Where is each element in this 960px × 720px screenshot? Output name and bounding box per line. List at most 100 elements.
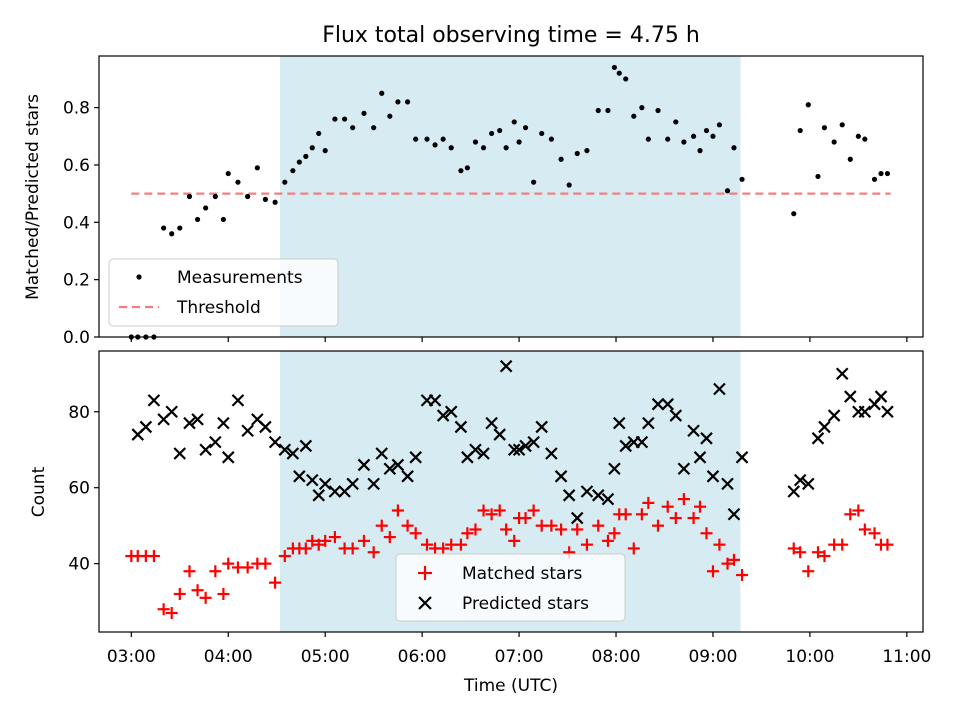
matched-star-point: [545, 519, 558, 532]
measurement-point: [220, 216, 227, 223]
legend-predicted-label: Predicted stars: [462, 594, 589, 614]
predicted-star-point: [493, 428, 506, 441]
predicted-star-point: [874, 390, 888, 403]
predicted-star-point: [286, 447, 300, 460]
measurement-point: [655, 107, 661, 114]
x-tick-label: 11:00: [882, 647, 931, 667]
x-tick-label: 03:00: [107, 647, 156, 667]
matched-star-point: [669, 512, 682, 525]
measurement-point: [645, 136, 651, 142]
measurement-point: [522, 125, 529, 131]
x-tick-label: 09:00: [688, 647, 737, 667]
measurement-point: [805, 102, 811, 108]
measurement-point: [611, 64, 618, 71]
predicted-star-point: [721, 477, 734, 491]
predicted-star-point: [499, 359, 513, 373]
predicted-star-point: [507, 443, 521, 457]
measurement-point: [303, 153, 309, 159]
predicted-star-point: [811, 432, 825, 445]
legend-predicted-marker: [418, 596, 432, 610]
measurement-point: [296, 159, 302, 165]
matched-star-point: [493, 504, 506, 517]
predicted-star-point: [545, 447, 558, 460]
matched-star-point: [222, 557, 235, 570]
matched-star-point: [881, 538, 894, 551]
matched-star-point: [727, 553, 740, 566]
matched-star-point: [477, 504, 490, 517]
matched-star-point: [713, 538, 726, 551]
count-y-axis-label: Count: [29, 466, 49, 517]
predicted-star-point: [642, 416, 655, 430]
measurement-point: [316, 130, 322, 137]
predicted-star-point: [651, 397, 665, 411]
matched-star-point: [409, 527, 422, 540]
matched-star-point: [787, 542, 800, 555]
measurement-point: [595, 107, 601, 114]
measurement-point: [665, 136, 671, 142]
predicted-star-point: [183, 416, 196, 430]
matched-star-point: [836, 538, 849, 551]
predicted-star-point: [591, 489, 605, 502]
legend-threshold-label: Threshold: [176, 298, 261, 318]
matched-star-point: [519, 512, 532, 525]
measurement-point: [681, 139, 687, 145]
predicted-star-point: [580, 485, 594, 498]
predicted-star-point: [278, 443, 292, 457]
matched-star-point: [811, 546, 824, 559]
measurement-point: [797, 127, 803, 134]
predicted-star-point: [608, 462, 621, 475]
predicted-star-point: [485, 416, 498, 430]
measurement-point: [884, 170, 891, 177]
predicted-star-point: [367, 477, 380, 491]
measurement-point: [282, 179, 288, 185]
measurement-point: [878, 170, 884, 177]
measurement-point: [566, 182, 572, 188]
predicted-star-point: [706, 470, 720, 483]
measurement-point: [235, 179, 241, 185]
measurement-point: [815, 173, 821, 180]
measurement-point: [548, 136, 554, 142]
predicted-star-point: [268, 435, 282, 449]
matched-star-point: [608, 527, 621, 540]
measurement-point: [739, 176, 745, 182]
measurement-point: [341, 116, 348, 122]
measurement-point: [710, 133, 716, 139]
matched-star-point: [437, 542, 450, 555]
measurement-point: [186, 193, 193, 200]
measurement-point: [472, 139, 479, 145]
matched-star-point: [706, 565, 719, 578]
predicted-star-point: [165, 405, 178, 419]
x-tick-label: 06:00: [398, 647, 447, 667]
matched-star-point: [312, 538, 325, 551]
predicted-star-point: [835, 367, 849, 381]
matched-star-point: [157, 603, 170, 616]
matched-star-point: [571, 523, 584, 536]
predicted-star-point: [693, 451, 707, 464]
predicted-star-point: [199, 443, 212, 457]
predicted-star-point: [519, 439, 532, 453]
matched-star-point: [700, 527, 713, 540]
predicted-star-point: [409, 451, 422, 464]
matched-star-point: [306, 534, 319, 547]
x-axis-label: Time (UTC): [463, 676, 558, 696]
count-legend: Matched stars Predicted stars: [395, 553, 626, 622]
matched-star-point: [677, 493, 690, 506]
x-tick-label: 04:00: [204, 647, 253, 667]
measurement-point: [690, 133, 697, 139]
predicted-star-point: [700, 432, 713, 445]
measurement-point: [584, 148, 590, 154]
measurement-point: [245, 193, 251, 200]
predicted-star-point: [727, 508, 741, 521]
y-tick-label: 60: [68, 479, 90, 499]
y-tick-label: 0.0: [63, 328, 90, 348]
measurement-point: [623, 76, 629, 82]
predicted-star-point: [328, 485, 342, 498]
matched-star-point: [367, 546, 380, 559]
measurement-point: [511, 119, 517, 125]
matched-star-point: [241, 561, 254, 574]
measurement-point: [605, 107, 611, 114]
measurement-point: [169, 231, 175, 237]
matched-star-point: [165, 607, 178, 620]
matched-star-point: [183, 565, 196, 578]
